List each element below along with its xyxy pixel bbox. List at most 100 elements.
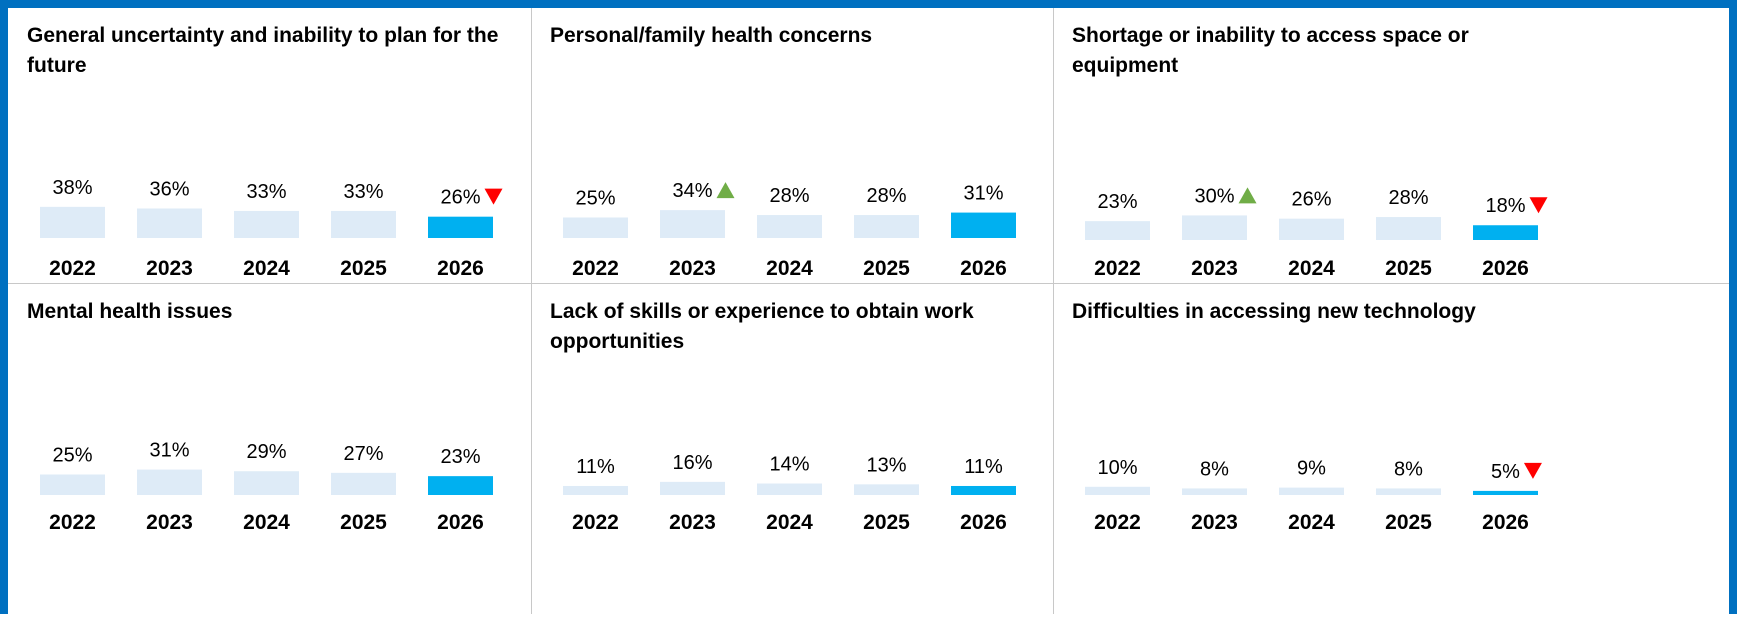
year-label: 2023 [1191,511,1238,534]
column-divider [531,8,532,614]
value-label: 36% [149,178,189,200]
bar-chart: 25% 2022 34% 2023 28% 2024 28% 2025 31% 2026 [563,180,1016,280]
value-label: 28% [1388,187,1428,209]
bar-2023 [1182,215,1247,240]
bar-2022 [40,206,105,238]
value-label: 29% [246,441,286,463]
year-label: 2026 [960,257,1007,280]
bar-2026 [428,476,493,495]
value-label: 11% [576,456,615,478]
panel-title: Personal/family health concerns [550,24,873,47]
row-divider [8,283,1729,284]
value-label: 34% [672,180,712,202]
bar-2023 [137,469,202,495]
bar-2024 [757,215,822,238]
year-label: 2025 [340,511,387,534]
value-label: 27% [343,443,383,465]
arrow-down-icon [484,188,503,205]
bar-2026 [1473,225,1538,240]
bar-2025 [854,484,919,495]
panel-health-concerns: Personal/family health concerns 25% 2022 3… [531,8,1053,283]
year-label: 2022 [572,511,619,534]
panel-title: Difficulties in accessing new technology [1072,300,1476,323]
year-label: 2023 [146,511,193,534]
bar-2025 [331,210,396,238]
bar-2022 [40,474,105,495]
bar-2023 [660,481,725,495]
value-label: 16% [672,452,712,474]
year-label: 2024 [243,257,290,280]
value-label: 13% [866,454,906,476]
value-label: 23% [440,446,480,468]
arrow-up-icon [1238,187,1257,204]
year-label: 2026 [1482,511,1529,534]
bar-chart: 25% 2022 31% 2023 29% 2024 27% 2025 23% 2026 [40,440,493,534]
year-label: 2025 [1385,257,1432,280]
bar-2022 [1085,221,1150,240]
year-label: 2025 [1385,511,1432,534]
bar-2022 [563,217,628,238]
panel-title: General uncertainty and inability to pla… [27,24,499,77]
bar-2025 [854,215,919,238]
arrow-up-icon [716,182,735,199]
value-label: 33% [343,181,383,203]
column-divider [1053,8,1054,614]
value-label: 25% [52,445,92,467]
bar-2024 [757,483,822,495]
value-label: 18% [1485,195,1525,217]
year-label: 2023 [146,257,193,280]
bar-2026 [951,212,1016,238]
bar-2026 [428,216,493,238]
year-label: 2024 [1288,511,1335,534]
value-label: 23% [1097,191,1137,213]
arrow-down-icon [1523,462,1542,479]
year-label: 2022 [1094,257,1141,280]
bar-2024 [1279,218,1344,240]
bar-chart: 10% 2022 8% 2023 9% 2024 8% 2025 5% 2026 [1085,457,1542,534]
panel-title: Mental health issues [27,300,233,323]
panel-general-uncertainty: General uncertainty and inability to pla… [8,8,531,283]
bar-2024 [234,471,299,495]
bar-2023 [1182,488,1247,495]
value-label: 31% [149,440,189,462]
year-label: 2023 [669,511,716,534]
year-label: 2026 [960,511,1007,534]
year-label: 2022 [1094,511,1141,534]
year-label: 2026 [437,257,484,280]
panel-skills-experience: Lack of skills or experience to obtain w… [531,284,1053,622]
value-label: 9% [1297,458,1326,480]
value-label: 11% [964,456,1003,478]
value-label: 26% [440,187,480,209]
bar-2024 [1279,487,1344,495]
year-label: 2022 [49,257,96,280]
value-label: 26% [1291,189,1331,211]
year-label: 2023 [1191,257,1238,280]
value-label: 10% [1097,457,1137,479]
panel-new-technology: Difficulties in accessing new technology… [1053,284,1729,622]
year-label: 2024 [766,511,813,534]
value-label: 28% [866,185,906,207]
year-label: 2025 [863,257,910,280]
year-label: 2022 [49,511,96,534]
year-label: 2025 [340,257,387,280]
year-label: 2024 [766,257,813,280]
panel-mental-health: Mental health issues 25% 2022 31% 2023 29% 20… [8,284,531,622]
bar-2023 [137,208,202,238]
year-label: 2025 [863,511,910,534]
value-label: 8% [1200,458,1229,480]
bar-chart: 23% 2022 30% 2023 26% 2024 28% 2025 18% 2026 [1085,185,1548,280]
year-label: 2022 [572,257,619,280]
panel-title: Shortage or inability to access space or… [1072,24,1469,77]
year-label: 2023 [669,257,716,280]
bar-2022 [563,485,628,495]
bar-2024 [234,210,299,238]
year-label: 2024 [243,511,290,534]
arrow-down-icon [1529,197,1548,214]
value-label: 31% [963,183,1003,205]
value-label: 8% [1394,458,1423,480]
year-label: 2026 [437,511,484,534]
value-label: 33% [246,181,286,203]
value-label: 30% [1194,185,1234,207]
panel-space-equipment: Shortage or inability to access space or… [1053,8,1729,283]
value-label: 28% [769,185,809,207]
